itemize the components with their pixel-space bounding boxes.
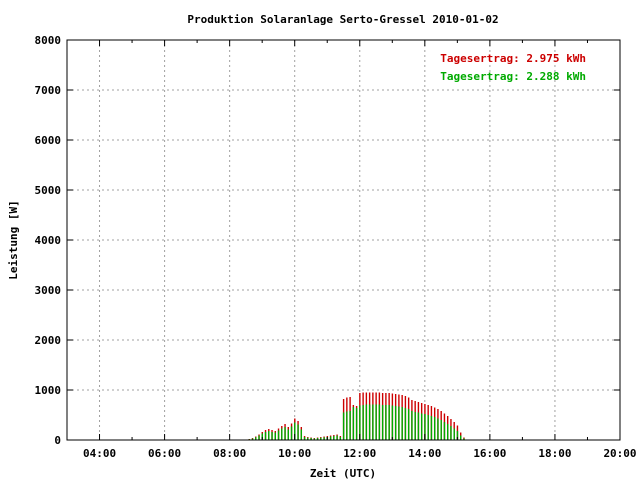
- y-tick-label: 0: [54, 434, 61, 447]
- bar: [287, 429, 289, 440]
- series-green-bars: [245, 404, 465, 440]
- y-tick-label: 4000: [35, 234, 62, 247]
- bar: [450, 426, 452, 440]
- x-tick-label: 04:00: [83, 447, 116, 460]
- bar: [424, 414, 426, 440]
- bar: [385, 405, 387, 440]
- bar: [381, 405, 384, 440]
- bar: [313, 438, 316, 440]
- bar: [414, 412, 416, 440]
- bar: [398, 406, 400, 440]
- bar: [460, 435, 462, 440]
- bar: [290, 426, 293, 440]
- bar: [271, 432, 273, 440]
- bar: [378, 404, 381, 440]
- bar: [268, 431, 270, 440]
- bar: [316, 438, 319, 440]
- bar: [417, 412, 420, 440]
- bar: [365, 404, 368, 440]
- x-tick-label: 14:00: [408, 447, 441, 460]
- annotation-green: Tagesertrag: 2.288 kWh: [440, 70, 586, 83]
- ticks: [66, 39, 621, 441]
- bar: [411, 411, 413, 440]
- bar: [349, 411, 351, 440]
- x-tick-label: 12:00: [343, 447, 376, 460]
- bar: [261, 433, 263, 440]
- bar: [251, 438, 254, 440]
- bar: [420, 413, 423, 440]
- bar: [433, 417, 436, 440]
- bar: [284, 427, 286, 440]
- grid: [67, 40, 620, 440]
- bar: [303, 437, 306, 440]
- x-tick-labels: 04:00 06:00 08:00 10:00 12:00 14:00 16:00 18:00…: [83, 447, 637, 460]
- bar: [329, 436, 332, 440]
- bar: [258, 435, 260, 440]
- x-axis-label: Zeit (UTC): [310, 467, 376, 480]
- y-tick-label: 7000: [35, 84, 62, 97]
- bar: [368, 404, 371, 440]
- bar: [274, 432, 276, 440]
- bar: [320, 437, 322, 440]
- bar: [443, 422, 446, 440]
- x-tick-label: 20:00: [603, 447, 636, 460]
- bar: [297, 424, 299, 440]
- bar: [375, 404, 377, 440]
- bar: [336, 435, 338, 440]
- y-tick-label: 1000: [35, 384, 62, 397]
- bar: [362, 405, 364, 440]
- chart-title: Produktion Solaranlage Serto-Gressel 201…: [187, 13, 498, 26]
- bar: [307, 437, 309, 440]
- x-tick-label: 16:00: [473, 447, 506, 460]
- bar: [404, 408, 407, 440]
- bar: [430, 416, 433, 440]
- x-tick-label: 18:00: [538, 447, 571, 460]
- bar: [264, 432, 267, 440]
- bar: [463, 438, 465, 440]
- bar: [255, 437, 257, 440]
- y-tick-label: 3000: [35, 284, 62, 297]
- y-tick-label: 2000: [35, 334, 62, 347]
- bar: [446, 424, 449, 440]
- bar: [333, 436, 335, 440]
- bar: [407, 409, 410, 440]
- annotation-red: Tagesertrag: 2.975 kWh: [440, 52, 586, 65]
- y-tick-labels: 0 1000 2000 3000 4000 5000 6000 7000 8000: [35, 34, 62, 447]
- bar: [391, 405, 394, 440]
- bar: [388, 405, 390, 440]
- bar: [323, 437, 325, 440]
- y-axis-label: Leistung [W]: [7, 200, 20, 279]
- bar: [359, 405, 361, 440]
- y-tick-label: 6000: [35, 134, 62, 147]
- bar: [310, 438, 312, 440]
- y-tick-label: 8000: [35, 34, 62, 47]
- x-tick-label: 10:00: [278, 447, 311, 460]
- bar: [294, 422, 296, 440]
- bar: [440, 420, 442, 440]
- bar: [372, 404, 374, 440]
- bar: [437, 418, 439, 440]
- bar: [456, 431, 459, 440]
- bar: [277, 430, 280, 440]
- bar: [346, 411, 348, 440]
- bar: [453, 428, 455, 440]
- bar: [342, 412, 345, 440]
- y-tick-label: 5000: [35, 184, 62, 197]
- bar: [394, 406, 397, 440]
- bar: [427, 415, 429, 440]
- bar: [352, 407, 355, 440]
- bar: [355, 408, 358, 440]
- bar: [300, 429, 303, 440]
- bar: [339, 437, 342, 440]
- bar: [281, 428, 283, 440]
- x-tick-label: 06:00: [148, 447, 181, 460]
- x-tick-label: 08:00: [213, 447, 246, 460]
- bar: [401, 407, 403, 440]
